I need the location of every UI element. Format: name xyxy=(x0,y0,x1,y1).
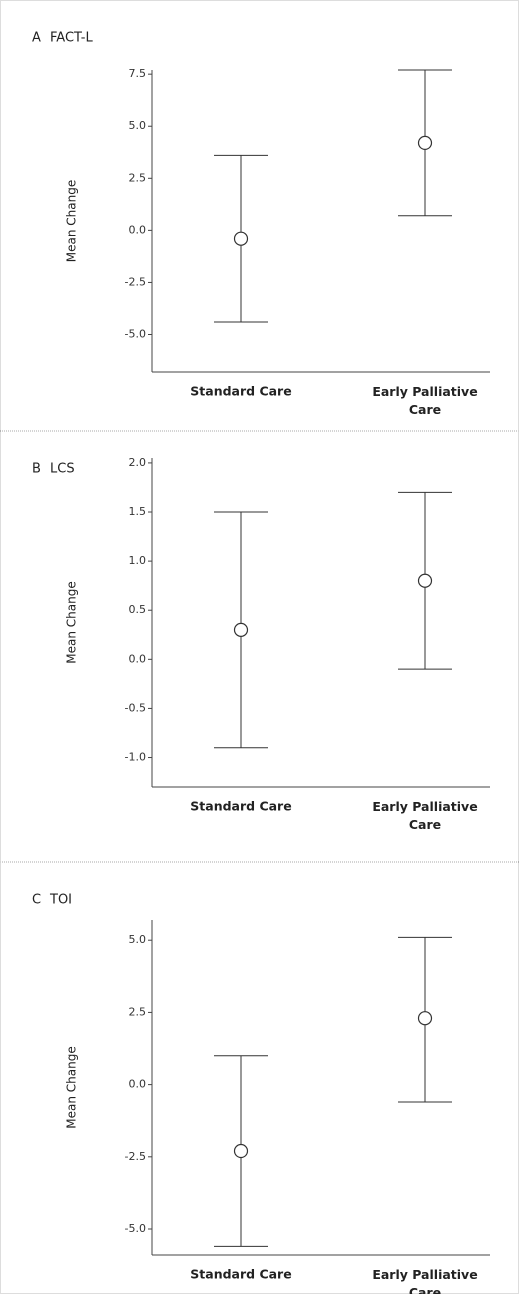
x-tick-label: Early Palliative Care xyxy=(372,1267,477,1294)
mean-marker xyxy=(233,231,249,246)
y-tick-label: -0.5 xyxy=(125,701,146,714)
y-tick-label: 7.5 xyxy=(129,67,147,80)
mean-marker xyxy=(233,1143,249,1159)
y-tick-label: 5.0 xyxy=(129,119,147,132)
y-tick-label: 1.5 xyxy=(129,505,147,518)
y-tick-label: -5.0 xyxy=(125,328,146,341)
panel-title: TOI xyxy=(49,893,72,908)
y-tick-label: 1.0 xyxy=(129,554,147,567)
panel-title: FACT-L xyxy=(50,31,93,46)
y-tick-label: 0.0 xyxy=(129,1078,147,1091)
mean-marker xyxy=(233,622,249,637)
mean-marker xyxy=(417,135,433,150)
y-axis-label: Mean Change xyxy=(65,581,79,663)
y-axis-label: Mean Change xyxy=(65,1046,79,1128)
panel-label: C xyxy=(32,893,41,908)
panel-label: B xyxy=(32,462,41,477)
x-tick-label: Standard Care xyxy=(190,799,291,814)
x-tick-label: Standard Care xyxy=(190,1267,291,1282)
mean-marker xyxy=(417,573,433,588)
y-tick-label: 2.5 xyxy=(129,171,147,184)
y-tick-label: -2.5 xyxy=(125,275,146,288)
y-tick-label: 2.0 xyxy=(129,456,147,469)
x-tick-label: Early Palliative Care xyxy=(372,799,477,832)
y-tick-label: -2.5 xyxy=(125,1150,146,1163)
y-tick-label: 0.5 xyxy=(129,603,147,616)
y-tick-label: 2.5 xyxy=(129,1005,147,1018)
y-tick-label: 0.0 xyxy=(129,223,147,236)
y-tick-label: 5.0 xyxy=(129,933,147,946)
panel-title: LCS xyxy=(50,462,75,477)
mean-marker xyxy=(417,1011,433,1026)
x-tick-label: Standard Care xyxy=(190,384,291,399)
y-axis-label: Mean Change xyxy=(65,180,79,262)
y-tick-label: -5.0 xyxy=(125,1222,146,1235)
x-tick-label: Early Palliative Care xyxy=(372,384,477,417)
y-tick-label: 0.0 xyxy=(129,652,147,665)
panel-label: A xyxy=(32,31,41,46)
y-tick-label: -1.0 xyxy=(125,751,146,764)
